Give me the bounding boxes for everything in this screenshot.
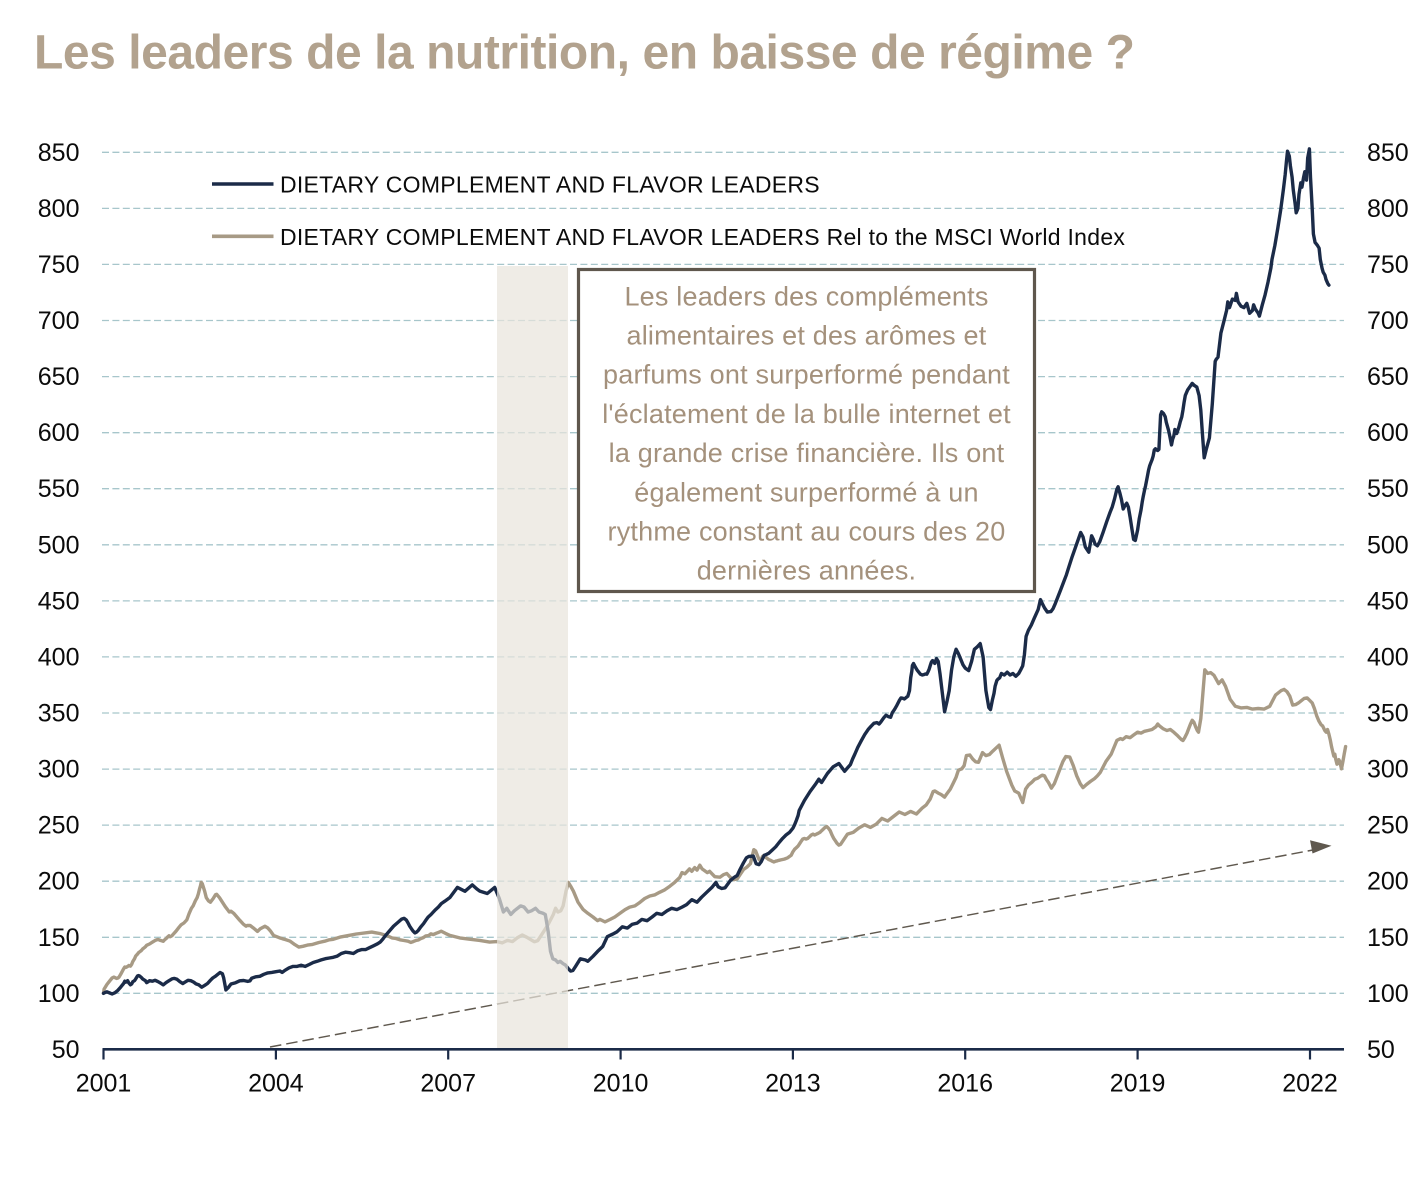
svg-text:parfums ont surperformé pendan: parfums ont surperformé pendant xyxy=(603,360,1010,390)
svg-text:Les leaders de la nutrition, e: Les leaders de la nutrition, en baisse d… xyxy=(34,27,1135,80)
svg-text:250: 250 xyxy=(1367,812,1409,840)
svg-text:dernières années.: dernières années. xyxy=(697,556,917,586)
svg-text:150: 150 xyxy=(38,924,80,952)
svg-text:750: 750 xyxy=(38,251,80,279)
svg-text:650: 650 xyxy=(1367,363,1409,391)
svg-text:400: 400 xyxy=(38,643,80,671)
svg-text:550: 550 xyxy=(1367,475,1409,503)
svg-text:2013: 2013 xyxy=(765,1070,821,1098)
svg-text:750: 750 xyxy=(1367,251,1409,279)
svg-text:600: 600 xyxy=(1367,419,1409,447)
svg-text:la grande crise financière. Il: la grande crise financière. Ils ont xyxy=(609,438,1005,468)
svg-text:DIETARY COMPLEMENT AND FLAVOR: DIETARY COMPLEMENT AND FLAVOR LEADERS xyxy=(280,172,820,198)
svg-text:également surperformé à un: également surperformé à un xyxy=(634,477,978,507)
svg-text:100: 100 xyxy=(1367,980,1409,1008)
svg-text:l'éclatement de la bulle inter: l'éclatement de la bulle internet et xyxy=(602,399,1011,429)
svg-text:2007: 2007 xyxy=(420,1070,476,1098)
svg-text:alimentaires et des arômes et: alimentaires et des arômes et xyxy=(627,321,987,351)
svg-text:700: 700 xyxy=(1367,307,1409,335)
svg-text:650: 650 xyxy=(38,363,80,391)
svg-text:600: 600 xyxy=(38,419,80,447)
svg-text:300: 300 xyxy=(38,756,80,784)
svg-text:450: 450 xyxy=(1367,587,1409,615)
svg-text:2001: 2001 xyxy=(76,1070,132,1098)
svg-text:800: 800 xyxy=(38,195,80,223)
svg-text:2016: 2016 xyxy=(937,1070,993,1098)
svg-text:800: 800 xyxy=(1367,195,1409,223)
svg-text:500: 500 xyxy=(1367,531,1409,559)
svg-text:500: 500 xyxy=(38,531,80,559)
svg-text:400: 400 xyxy=(1367,643,1409,671)
svg-text:2019: 2019 xyxy=(1110,1070,1166,1098)
svg-text:50: 50 xyxy=(1367,1036,1395,1064)
svg-text:300: 300 xyxy=(1367,756,1409,784)
svg-text:450: 450 xyxy=(38,587,80,615)
svg-text:700: 700 xyxy=(38,307,80,335)
svg-text:2004: 2004 xyxy=(248,1070,304,1098)
svg-text:350: 350 xyxy=(38,700,80,728)
svg-text:850: 850 xyxy=(1367,139,1409,167)
svg-text:850: 850 xyxy=(38,139,80,167)
svg-text:200: 200 xyxy=(1367,868,1409,896)
svg-text:550: 550 xyxy=(38,475,80,503)
svg-text:2022: 2022 xyxy=(1282,1070,1338,1098)
svg-text:Les leaders des compléments: Les leaders des compléments xyxy=(624,281,988,311)
svg-text:350: 350 xyxy=(1367,700,1409,728)
svg-text:DIETARY COMPLEMENT AND FLAVOR: DIETARY COMPLEMENT AND FLAVOR LEADERS Re… xyxy=(280,224,1125,250)
svg-text:50: 50 xyxy=(52,1036,80,1064)
svg-text:150: 150 xyxy=(1367,924,1409,952)
svg-text:250: 250 xyxy=(38,812,80,840)
svg-text:200: 200 xyxy=(38,868,80,896)
svg-text:100: 100 xyxy=(38,980,80,1008)
svg-text:rythme constant au cours des 2: rythme constant au cours des 20 xyxy=(608,517,1006,547)
svg-text:2010: 2010 xyxy=(593,1070,649,1098)
